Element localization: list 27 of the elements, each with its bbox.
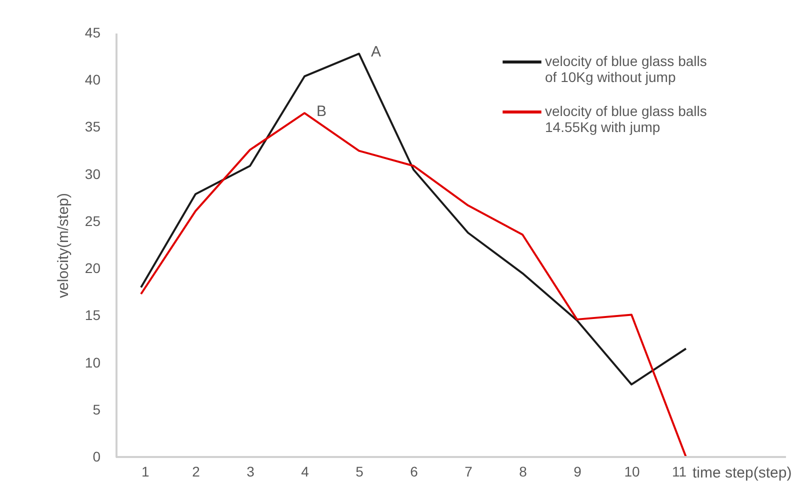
x-tick-label: 7 xyxy=(464,464,473,480)
x-tick-label: 3 xyxy=(246,464,255,480)
annotation: B xyxy=(316,103,327,120)
y-tick-label: 20 xyxy=(84,260,101,276)
legend-label: velocity of blue glass balls 14.55Kg with jump xyxy=(545,103,707,135)
x-tick-label: 10 xyxy=(624,464,640,480)
y-tick-label: 0 xyxy=(92,448,101,464)
y-tick-label: 30 xyxy=(84,166,101,182)
y-tick-label: 40 xyxy=(84,72,101,88)
x-tick-label: 11 xyxy=(672,464,687,480)
y-axis-title: velocity(m/step) xyxy=(54,192,72,298)
y-tick-label: 10 xyxy=(84,354,101,370)
legend-label: velocity of blue glass balls of 10Kg without jump xyxy=(545,53,707,85)
x-tick-label: 2 xyxy=(192,464,200,480)
y-tick-label: 15 xyxy=(84,307,101,324)
x-tick-label: 1 xyxy=(142,464,150,480)
x-tick-label: 9 xyxy=(574,464,582,480)
y-tick-label: 5 xyxy=(92,401,101,418)
x-axis-title: time step(step) xyxy=(692,464,792,482)
x-tick-label: 8 xyxy=(519,464,528,480)
y-tick-label: 45 xyxy=(84,24,101,40)
y-tick-label: 25 xyxy=(84,212,101,229)
y-tick-label: 35 xyxy=(84,118,101,135)
x-tick-label: 4 xyxy=(301,464,310,480)
annotation: A xyxy=(371,44,382,61)
x-tick-label: 6 xyxy=(410,464,418,480)
x-tick-label: 5 xyxy=(356,464,364,480)
